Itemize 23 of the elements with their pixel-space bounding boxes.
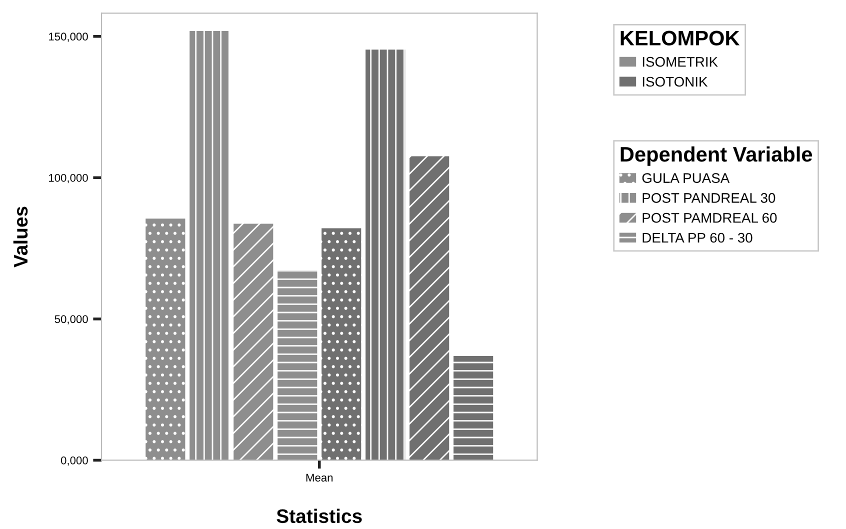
text: ISOMETRIK xyxy=(642,56,718,67)
y-tick-label: 50,000 xyxy=(54,315,88,324)
y-tick-label: 100,000 xyxy=(49,174,88,184)
bar xyxy=(146,218,186,460)
bar xyxy=(322,228,362,460)
text: KELOMPOK xyxy=(620,30,740,46)
y-axis-title: Values xyxy=(13,206,28,268)
bar xyxy=(278,270,318,460)
x-axis-title: Statistics xyxy=(276,508,362,524)
legend-label: DELTA PP 60 - 30 xyxy=(642,232,752,243)
bar xyxy=(410,156,450,460)
legend-label: POST PANDREAL 30 xyxy=(642,193,776,203)
bar xyxy=(190,31,230,460)
legend-label: POST PAMDREAL 60 xyxy=(642,212,777,223)
bar xyxy=(454,356,494,460)
legend-title: Dependent Variable xyxy=(620,146,812,166)
x-tick-label: Mean xyxy=(306,474,333,482)
y-tick-label: 0,000 xyxy=(60,456,88,466)
bar xyxy=(234,224,274,460)
text: ISOTONIK xyxy=(642,76,708,87)
legend-label: GULA PUASA xyxy=(642,173,730,183)
y-tick-label: 150,000 xyxy=(49,32,88,42)
bar xyxy=(366,50,406,460)
